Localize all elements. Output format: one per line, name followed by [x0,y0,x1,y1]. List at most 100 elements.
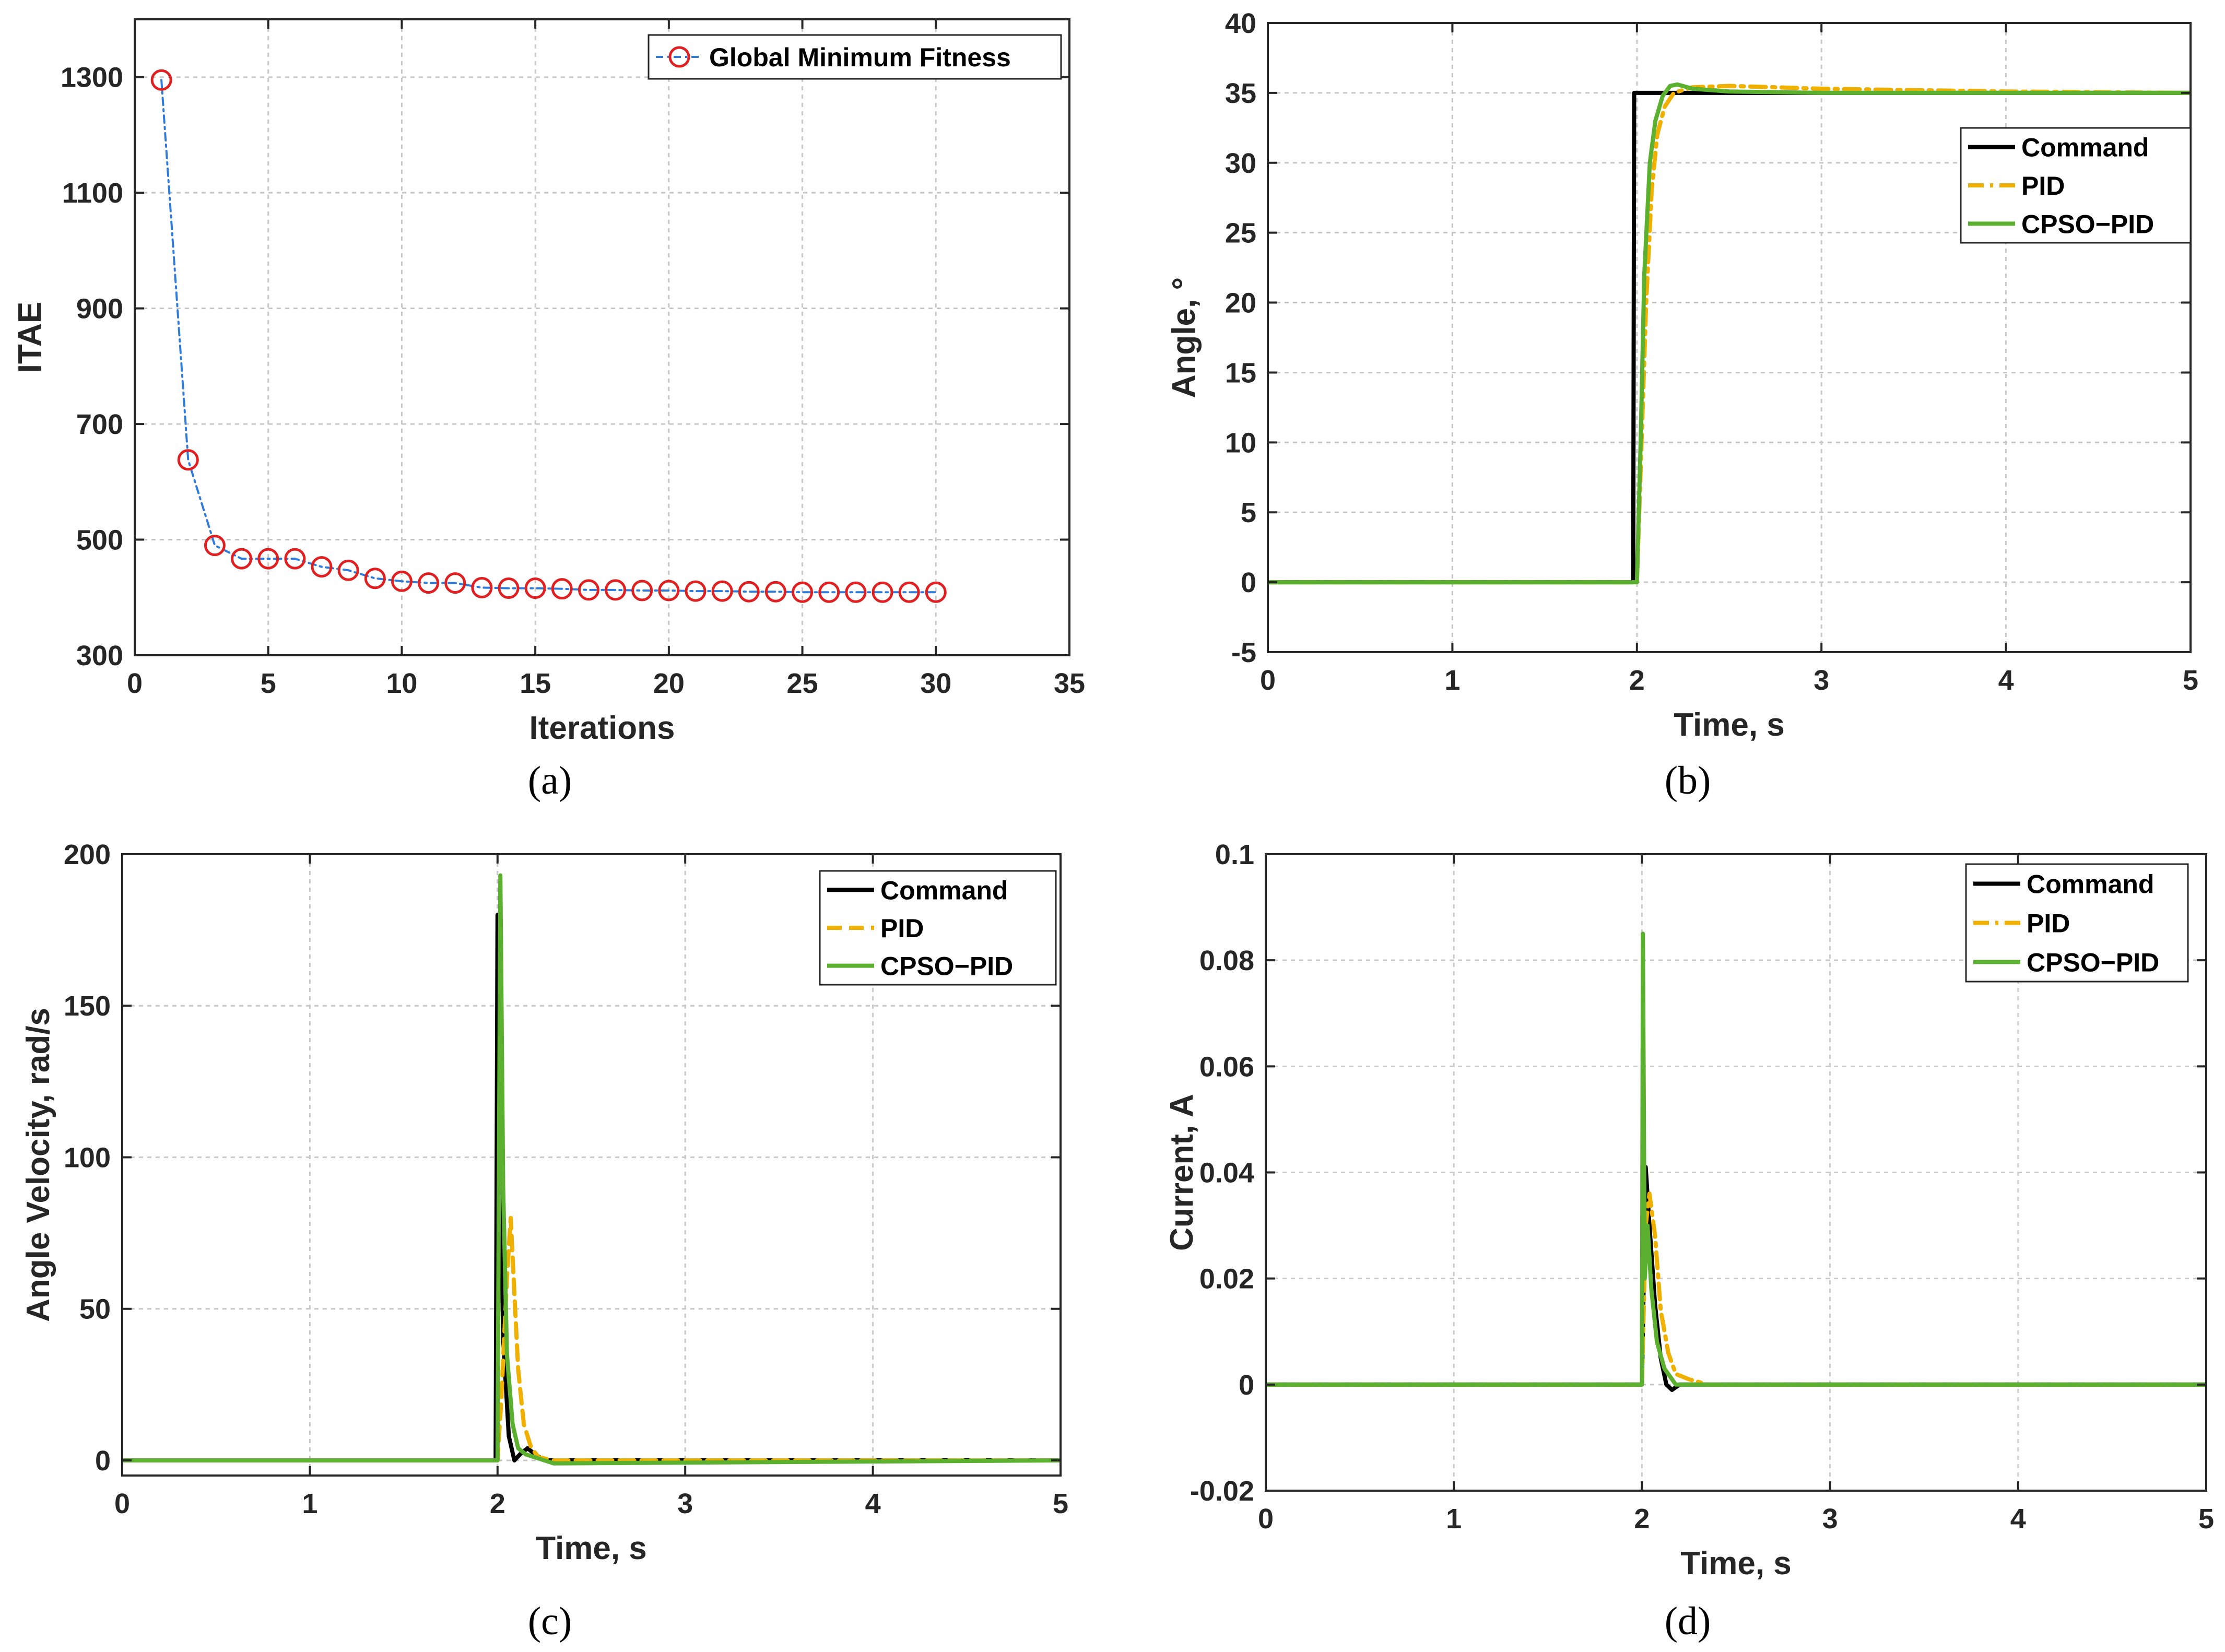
x-axis-label: Time, s [1674,707,1785,743]
y-axis-label: Angle Velocity, rad/s [20,1008,56,1322]
axes-frame [121,853,1062,1477]
data-point [845,581,867,603]
data-point [418,572,440,594]
plot-area [1268,23,2191,652]
y-tick-label: 25 [1225,218,1256,249]
y-tick-label: 1300 [61,62,123,93]
x-tick-label: 3 [1814,665,1829,696]
series-line-cpso-pid [122,873,1061,1466]
legend-label: PID [2021,171,2065,200]
x-tick-label: 5 [261,668,276,699]
legend-label: CPSO−PID [2021,209,2154,239]
x-tick-label: 3 [677,1488,693,1519]
data-point [284,548,306,570]
x-tick-label: 5 [1053,1488,1068,1519]
y-tick-label: -0.02 [1190,1476,1254,1507]
data-point [311,556,333,578]
y-tick-label: 30 [1225,148,1256,179]
plot-series-group [122,873,1061,1466]
y-tick-label: 0 [95,1445,111,1477]
panel-label: (a) [528,759,572,803]
data-point [898,581,920,603]
panel-label: (d) [1665,1599,1711,1643]
y-tick-label: 500 [76,525,123,556]
data-point [925,581,947,603]
y-tick-label: 0.1 [1215,839,1254,870]
y-tick-label: 50 [79,1294,111,1325]
data-point [337,559,359,581]
x-tick-label: 0 [1258,1503,1274,1535]
x-tick-label: 4 [2010,1503,2026,1535]
x-tick-label: 0 [1260,665,1276,696]
data-point [551,578,573,600]
series-line-cpso-pid [1268,82,2191,585]
series-line-cpso-pid [1266,931,2206,1387]
data-point [605,579,627,601]
x-tick-label: 30 [920,668,951,699]
data-point [711,580,733,602]
data-point [658,580,680,601]
data-point [204,535,226,557]
plot-series-group [1268,82,2191,585]
data-point [524,577,546,599]
legend-label: CPSO−PID [2027,948,2159,977]
y-tick-label: -5 [1231,637,1256,668]
panel-label: (c) [528,1599,572,1643]
y-axis-label: Current, A [1164,1094,1200,1251]
plot-area [135,19,1069,655]
y-tick-label: 0 [1239,1370,1254,1401]
data-point [150,69,172,91]
plot-series-group [150,69,947,603]
x-tick-label: 1 [1446,1503,1462,1535]
data-point [764,581,786,603]
legend-marker [668,46,690,68]
chart-a: 0 5 10 15 20 25 30 35 300 500 700 900 1100 1300 Iterat… [12,18,1085,803]
x-tick-label: 3 [1822,1503,1838,1535]
x-tick-label: 15 [520,668,551,699]
x-tick-label: 0 [127,668,143,699]
x-axis-label: Time, s [536,1530,647,1566]
y-tick-label: 900 [76,293,123,325]
y-tick-label: 0.02 [1199,1264,1254,1295]
x-tick-label: 4 [865,1488,881,1519]
x-axis-label: Time, s [1680,1545,1792,1582]
data-point [631,580,653,601]
data-point [444,572,466,594]
y-tick-label: 100 [64,1142,111,1173]
legend-label: PID [880,914,924,943]
data-point [872,581,893,603]
x-tick-label: 35 [1054,668,1085,699]
x-tick-label: 25 [787,668,818,699]
y-tick-label: 700 [76,409,123,440]
x-axis-label: Iterations [529,710,675,746]
y-tick-label: 0.06 [1199,1051,1254,1082]
y-axis-label: Angle, ° [1166,277,1202,398]
panel-label: (b) [1665,759,1711,803]
x-tick-label: 10 [386,668,417,699]
legend-box [648,34,1062,80]
legend: Global Minimum Fitness [648,34,1062,80]
x-tick-label: 1 [302,1488,317,1519]
y-tick-label: 15 [1225,357,1256,388]
y-tick-label: 150 [64,990,111,1022]
data-point [257,548,279,570]
y-tick-label: 0.08 [1199,945,1254,976]
legend-label: Command [880,876,1008,905]
series-line-global-minimum-fitness [160,79,937,594]
legend-label: Global Minimum Fitness [709,43,1011,72]
plot-series-group [1266,931,2206,1392]
y-tick-label: 0.04 [1199,1158,1254,1189]
legend-label: Command [2027,870,2154,899]
data-point [578,579,599,601]
x-tick-label: 2 [1629,665,1645,696]
x-tick-label: 2 [490,1488,505,1519]
x-tick-label: 1 [1444,665,1460,696]
legend-label: PID [2027,909,2070,938]
y-tick-label: 200 [64,839,111,870]
x-tick-label: 5 [2198,1503,2214,1535]
y-tick-label: 35 [1225,78,1256,109]
x-tick-label: 20 [653,668,685,699]
y-tick-label: 40 [1225,8,1256,39]
